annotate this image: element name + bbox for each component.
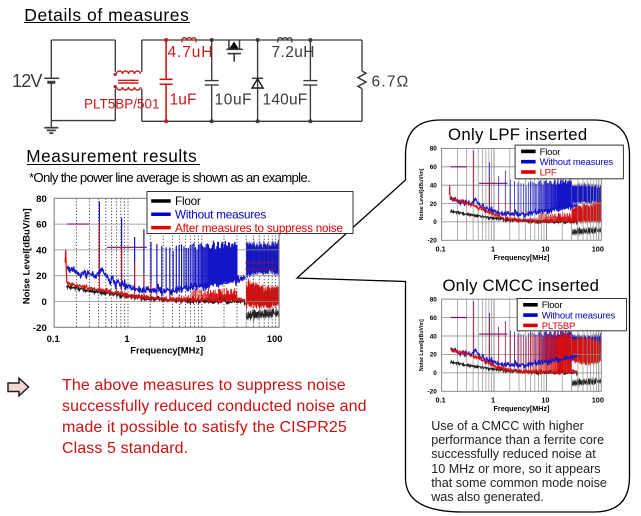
svg-text:12V: 12V: [12, 71, 42, 91]
svg-text:6.7Ω: 6.7Ω: [372, 74, 410, 91]
svg-text:40: 40: [36, 245, 47, 256]
svg-text:4.7uH: 4.7uH: [168, 44, 214, 61]
svg-text:100: 100: [592, 395, 604, 404]
svg-text:Noise Level[dBuV/m]: Noise Level[dBuV/m]: [22, 208, 33, 304]
svg-text:60: 60: [430, 164, 438, 171]
svg-text:0.1: 0.1: [436, 395, 446, 404]
svg-text:Floor: Floor: [542, 300, 563, 311]
svg-text:40: 40: [430, 333, 438, 340]
svg-text:20: 20: [430, 352, 438, 359]
svg-text:60: 60: [430, 315, 438, 322]
svg-text:-20: -20: [428, 389, 438, 396]
svg-text:10: 10: [541, 395, 549, 404]
svg-text:1: 1: [491, 244, 495, 253]
svg-text:7.2uH: 7.2uH: [272, 44, 315, 61]
svg-text:Floor: Floor: [540, 147, 561, 158]
svg-text:0.1: 0.1: [47, 333, 60, 344]
svg-text:1uF: 1uF: [170, 92, 197, 109]
svg-text:140uF: 140uF: [263, 92, 308, 109]
svg-text:-20: -20: [33, 323, 47, 334]
svg-text:0: 0: [433, 219, 437, 226]
svg-text:0.1: 0.1: [436, 244, 446, 253]
svg-text:60: 60: [36, 220, 47, 231]
svg-text:Noise Level[dBuV/m]: Noise Level[dBuV/m]: [419, 319, 425, 371]
svg-text:10: 10: [196, 333, 206, 344]
svg-text:Frequency[MHz]: Frequency[MHz]: [494, 253, 550, 262]
svg-text:Floor: Floor: [175, 195, 201, 208]
svg-text:Frequency[MHz]: Frequency[MHz]: [130, 345, 203, 356]
svg-text:20: 20: [430, 201, 438, 208]
svg-text:40: 40: [430, 183, 438, 190]
svg-text:Noise Level[dBuV/m]: Noise Level[dBuV/m]: [419, 168, 425, 220]
svg-text:80: 80: [430, 296, 438, 303]
svg-text:100: 100: [267, 333, 283, 344]
svg-text:After measures to suppress noi: After measures to suppress noise: [175, 222, 343, 235]
svg-text:LPF: LPF: [540, 167, 557, 178]
svg-text:Without measures: Without measures: [175, 209, 266, 222]
svg-text:0: 0: [41, 297, 46, 308]
svg-text:10: 10: [541, 244, 549, 253]
svg-text:Frequency[MHz]: Frequency[MHz]: [494, 404, 550, 413]
svg-text:80: 80: [430, 146, 438, 153]
svg-text:Without measures: Without measures: [542, 311, 616, 322]
svg-text:20: 20: [36, 271, 47, 282]
svg-text:100: 100: [592, 244, 604, 253]
svg-text:0: 0: [433, 370, 437, 377]
svg-text:Without measures: Without measures: [540, 157, 614, 168]
svg-text:PLT5BP/501: PLT5BP/501: [84, 97, 160, 112]
svg-text:-20: -20: [428, 238, 438, 245]
svg-text:1: 1: [124, 333, 129, 344]
svg-text:PLT5BP: PLT5BP: [542, 321, 575, 332]
svg-text:80: 80: [36, 194, 47, 205]
svg-text:1: 1: [491, 395, 495, 404]
svg-text:10uF: 10uF: [215, 92, 253, 109]
